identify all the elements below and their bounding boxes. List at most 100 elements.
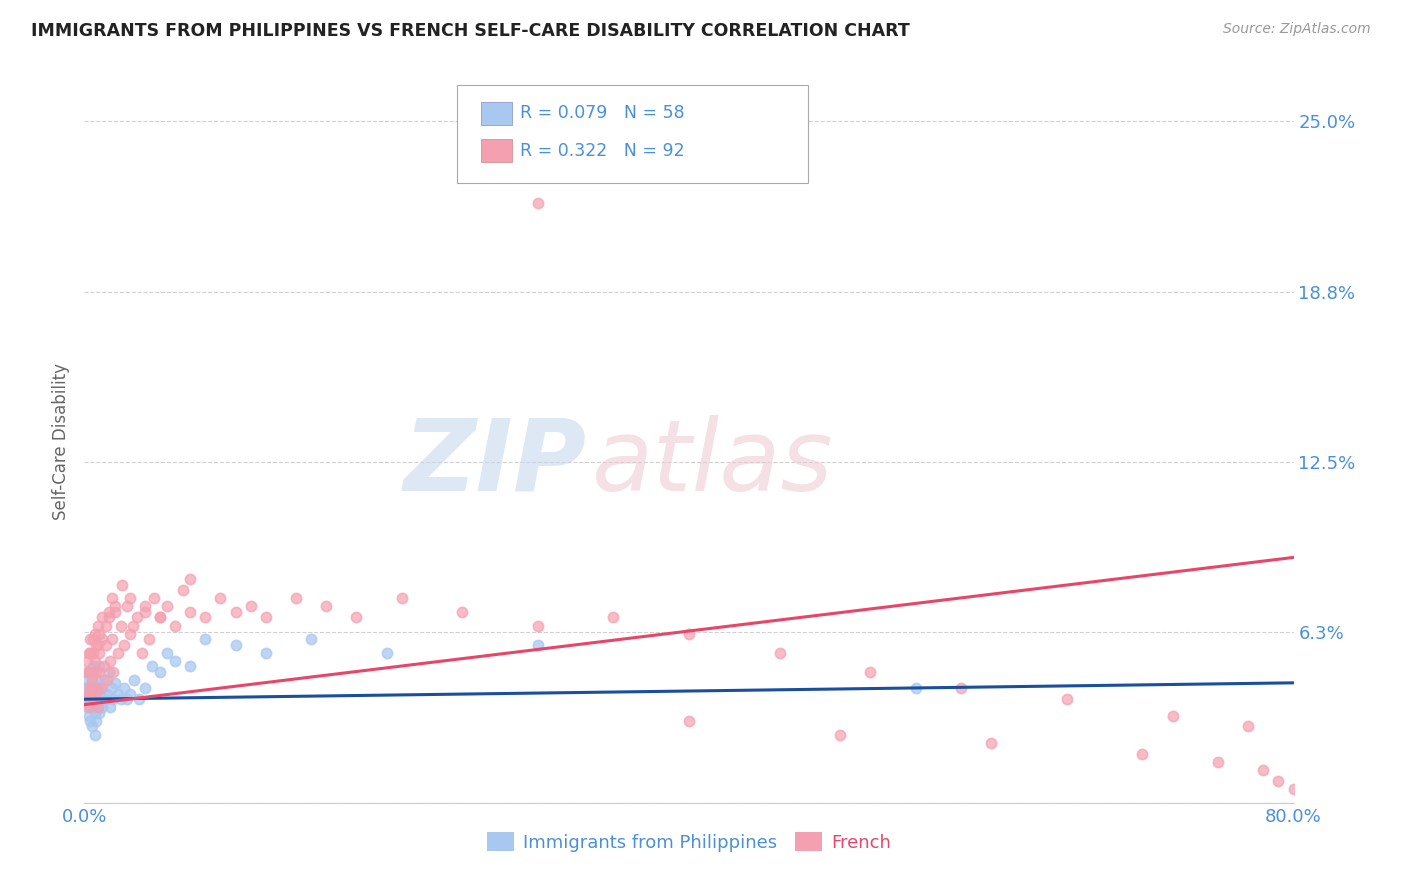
Point xyxy=(104,676,127,690)
Point xyxy=(1237,719,1260,733)
Point xyxy=(87,700,110,714)
Point xyxy=(156,599,179,614)
Point xyxy=(225,605,247,619)
Point xyxy=(89,646,111,660)
Point xyxy=(90,692,112,706)
Point xyxy=(527,618,550,632)
Point xyxy=(77,665,100,679)
Point xyxy=(80,673,103,687)
Point xyxy=(254,646,277,660)
Point xyxy=(76,681,98,696)
Point xyxy=(89,687,111,701)
Point xyxy=(96,673,118,687)
Point xyxy=(91,700,114,714)
Point xyxy=(165,654,187,668)
Point xyxy=(1130,747,1153,761)
Point xyxy=(194,610,217,624)
Point xyxy=(179,572,201,586)
Point xyxy=(86,665,108,679)
Point xyxy=(904,681,927,696)
Point xyxy=(100,632,122,647)
Point xyxy=(79,714,101,728)
Point xyxy=(80,692,103,706)
Point xyxy=(87,638,110,652)
Point xyxy=(84,626,107,640)
Point xyxy=(94,692,117,706)
Point xyxy=(678,714,700,728)
Point xyxy=(86,692,108,706)
Text: R = 0.079   N = 58: R = 0.079 N = 58 xyxy=(520,104,685,122)
Point xyxy=(79,632,101,647)
Point xyxy=(97,610,120,624)
Point xyxy=(128,692,150,706)
Legend: Immigrants from Philippines, French: Immigrants from Philippines, French xyxy=(479,825,898,859)
Point xyxy=(87,681,110,696)
Point xyxy=(87,618,110,632)
Point xyxy=(1056,692,1078,706)
Point xyxy=(375,646,398,660)
Point xyxy=(118,687,141,701)
Point xyxy=(100,591,122,606)
Point xyxy=(82,646,104,660)
Point xyxy=(1161,708,1184,723)
Point xyxy=(82,665,104,679)
Point xyxy=(98,700,121,714)
Point xyxy=(156,646,179,660)
Point xyxy=(77,646,100,660)
Point xyxy=(1282,782,1305,797)
Point xyxy=(179,659,201,673)
Point xyxy=(93,659,115,673)
Point xyxy=(91,632,114,647)
Text: Source: ZipAtlas.com: Source: ZipAtlas.com xyxy=(1223,22,1371,37)
Point xyxy=(194,632,217,647)
Point xyxy=(225,638,247,652)
Point xyxy=(121,618,143,632)
Point xyxy=(451,605,474,619)
Point xyxy=(115,692,138,706)
Point xyxy=(87,700,110,714)
Point xyxy=(107,646,129,660)
Point xyxy=(391,591,413,606)
Point xyxy=(97,605,120,619)
Point xyxy=(110,692,132,706)
Point xyxy=(110,618,132,632)
Point xyxy=(149,610,172,624)
Point xyxy=(96,687,118,701)
Text: R = 0.322   N = 92: R = 0.322 N = 92 xyxy=(520,142,685,160)
Point xyxy=(122,673,145,687)
Point xyxy=(86,638,108,652)
Point xyxy=(75,681,97,696)
Point xyxy=(859,665,882,679)
Point xyxy=(75,692,97,706)
Point xyxy=(84,706,107,720)
Point xyxy=(89,665,111,679)
Point xyxy=(77,665,100,679)
Point xyxy=(134,605,156,619)
Point xyxy=(77,700,100,714)
Point xyxy=(77,708,100,723)
Point xyxy=(118,626,141,640)
Point xyxy=(101,665,124,679)
Point xyxy=(80,681,103,696)
Point xyxy=(84,687,107,701)
Point xyxy=(134,599,156,614)
Point xyxy=(131,646,153,660)
Point xyxy=(299,632,322,647)
Point xyxy=(79,687,101,701)
Point xyxy=(1267,774,1289,789)
Point xyxy=(90,681,112,696)
Point xyxy=(82,700,104,714)
Point xyxy=(602,610,624,624)
Point xyxy=(84,681,107,696)
Point xyxy=(980,736,1002,750)
Point xyxy=(104,605,127,619)
Point xyxy=(79,646,101,660)
Point xyxy=(149,610,172,624)
Point xyxy=(134,681,156,696)
Point xyxy=(769,646,792,660)
Point xyxy=(86,714,108,728)
Point xyxy=(112,681,135,696)
Point xyxy=(315,599,337,614)
Point xyxy=(254,610,277,624)
Point xyxy=(79,698,101,712)
